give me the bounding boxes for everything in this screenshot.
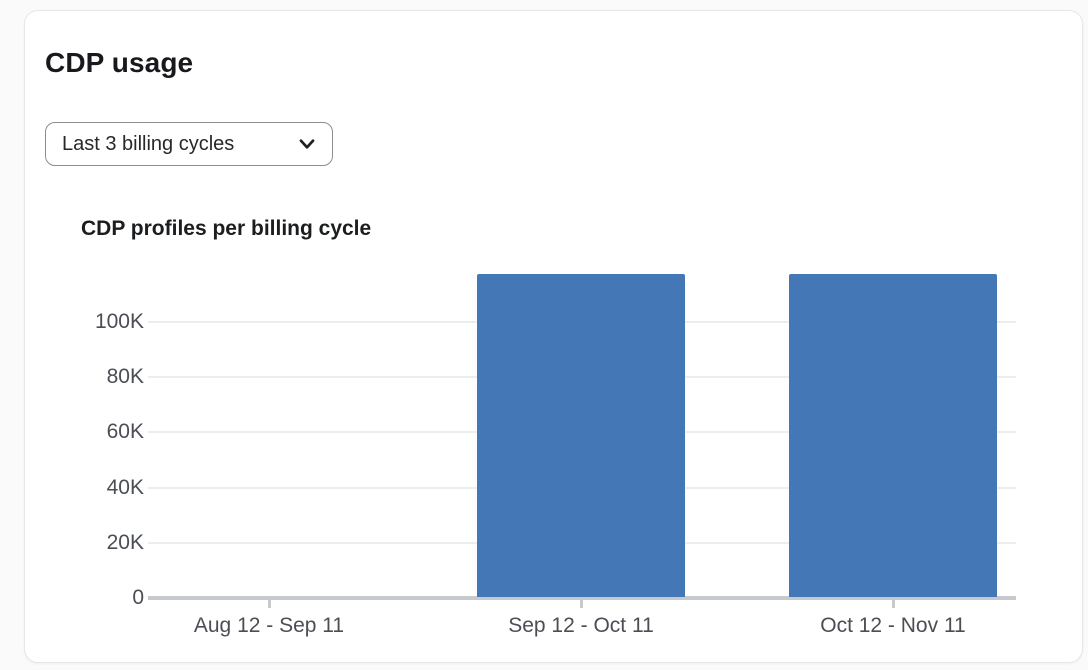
y-axis-tick-label: 80K bbox=[106, 365, 144, 389]
bar[interactable] bbox=[477, 274, 685, 597]
x-axis-tick bbox=[891, 600, 895, 608]
cdp-usage-card: CDP usage Last 3 billing cycles CDP prof… bbox=[24, 10, 1083, 663]
y-axis-tick-label: 20K bbox=[106, 530, 144, 554]
billing-cycles-select-value: Last 3 billing cycles bbox=[62, 132, 235, 155]
billing-cycles-select[interactable]: Last 3 billing cycles bbox=[45, 122, 333, 166]
y-axis-tick-label: 40K bbox=[106, 475, 144, 499]
x-axis-label: Sep 12 - Oct 11 bbox=[508, 614, 654, 637]
page-title: CDP usage bbox=[45, 47, 194, 78]
bar[interactable] bbox=[789, 274, 997, 597]
x-axis-tick bbox=[267, 600, 271, 608]
chevron-down-icon bbox=[296, 133, 318, 155]
x-axis-tick bbox=[579, 600, 583, 608]
y-axis-tick-label: 0 bbox=[132, 586, 144, 609]
x-axis-label: Oct 12 - Nov 11 bbox=[820, 614, 966, 637]
x-axis-line bbox=[148, 596, 1016, 600]
chart-title: CDP profiles per billing cycle bbox=[81, 217, 372, 240]
y-axis-tick-label: 100K bbox=[94, 310, 144, 333]
bar-chart-plot-area: 0 20K 40K 60K 80K 100K Aug 12 - Sep 11 Sep 12 -… bbox=[25, 11, 1082, 662]
y-axis-tick-label: 60K bbox=[106, 420, 144, 444]
x-axis-label: Aug 12 - Sep 11 bbox=[193, 614, 345, 637]
